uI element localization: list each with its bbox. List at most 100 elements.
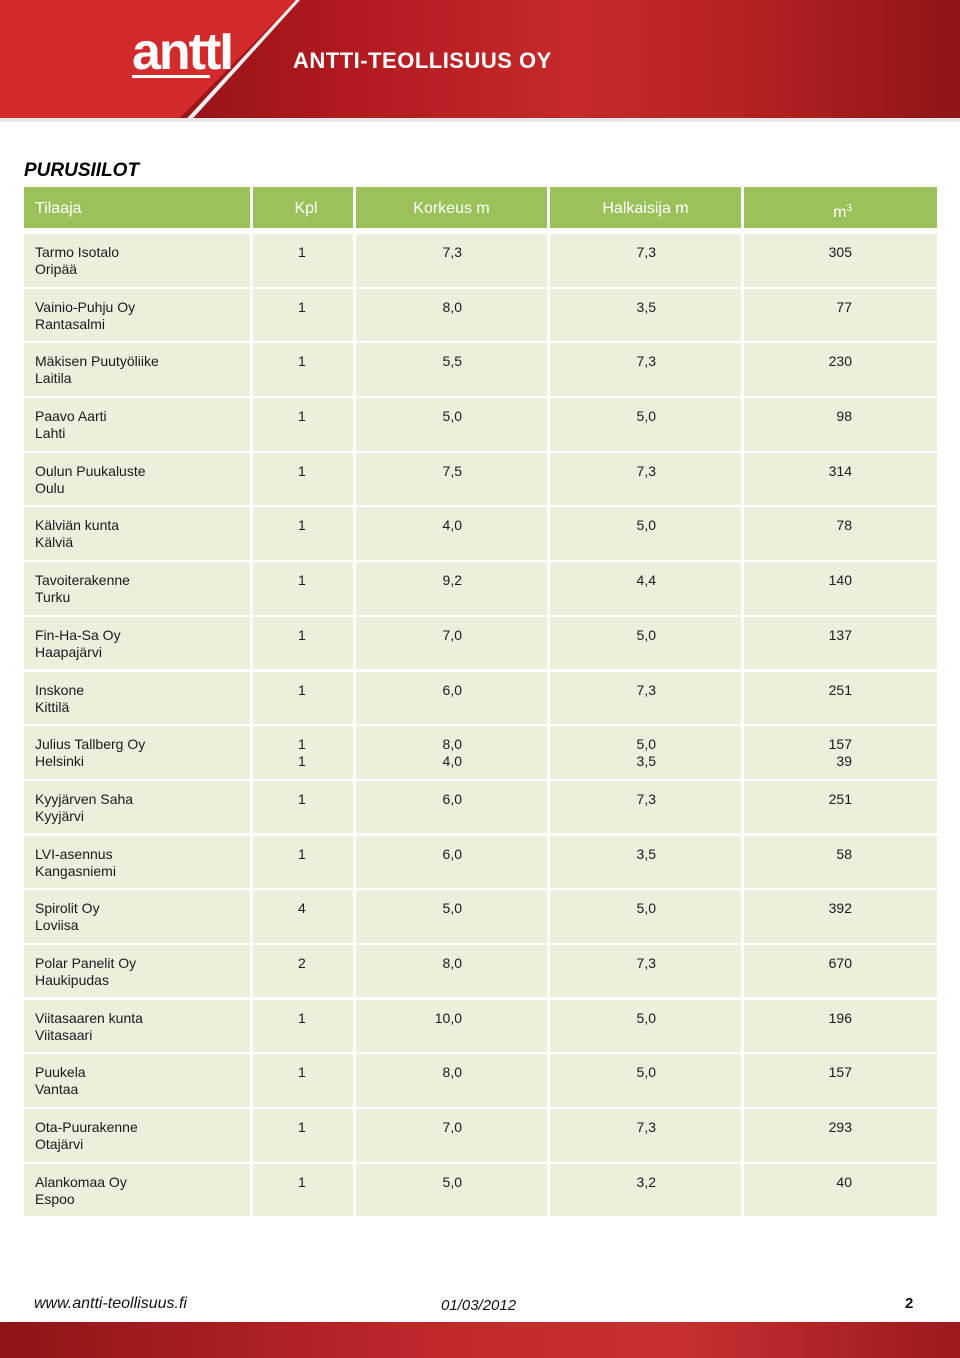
count-value: 1 xyxy=(298,681,306,698)
diameter-cell: 5,0 xyxy=(550,398,741,451)
volume-cell: 78 xyxy=(744,507,937,560)
diameter-value: 7,3 xyxy=(636,244,656,260)
volume-cell: 196 xyxy=(744,999,937,1053)
client-cell: Inskone Kittilä xyxy=(24,671,250,724)
client-cell: Kyyjärven Saha Kyyjärvi xyxy=(24,780,250,834)
client-cell: Alankomaa Oy Espoo xyxy=(24,1163,250,1217)
volume-cell: 251 xyxy=(744,671,937,724)
diameter-value: 5,0 xyxy=(636,517,656,534)
diameter-cell: 7,3 xyxy=(550,452,741,506)
client-name: Ota-Puurakenne xyxy=(35,1119,138,1135)
logo-underline xyxy=(132,75,210,78)
count-value: 1 xyxy=(298,572,306,589)
height-cell: 5,0 xyxy=(356,890,547,943)
height-cell: 5,0 xyxy=(356,1163,547,1217)
volume-cell: 293 xyxy=(744,1109,937,1162)
height-value: 8,0 xyxy=(442,736,462,753)
client-name: Mäkisen Puutyöliike xyxy=(35,353,159,370)
client-location: Viitasaari xyxy=(35,1026,93,1043)
diameter-cell: 7,3 xyxy=(550,944,741,998)
table-row: Paavo Aarti Lahti 1 5,0 5,0 98 xyxy=(24,398,937,453)
footer-bar xyxy=(0,1322,960,1358)
count-cell: 2 xyxy=(253,944,353,998)
count-value: 1 xyxy=(298,1064,306,1081)
client-cell: Kälviän kunta Kälviä xyxy=(24,507,250,560)
height-value: 6,0 xyxy=(442,845,462,862)
volume-cell: 251 xyxy=(744,780,937,834)
volume-cell: 305 xyxy=(744,234,937,287)
header-height: Korkeus m xyxy=(356,187,547,228)
logo-background-shape xyxy=(0,0,300,118)
count-value: 1 xyxy=(298,790,306,807)
height-value: 10,0 xyxy=(434,1009,462,1026)
table-row: Oulun Puukaluste Oulu 1 7,5 7,3 314 xyxy=(24,452,937,508)
height-value: 7,5 xyxy=(442,462,462,479)
client-location: Rantasalmi xyxy=(35,315,106,332)
count-value: 1 xyxy=(298,1173,306,1190)
diameter-value: 7,3 xyxy=(636,790,656,807)
table-row: Ota-Puurakenne Otajärvi 1 7,0 7,3 293 xyxy=(24,1109,937,1164)
diameter-value: 5,0 xyxy=(636,900,656,917)
diameter-cell: 7,3 xyxy=(550,1109,741,1162)
diameter-cell: 5,0 xyxy=(550,999,741,1053)
diameter-value: 3,5 xyxy=(636,845,656,862)
client-location: Lahti xyxy=(35,425,66,442)
count-value: 1 xyxy=(298,298,306,315)
table-row: Alankomaa Oy Espoo 1 5,0 3,2 40 xyxy=(24,1163,937,1219)
diameter-cell: 5,0 xyxy=(550,507,741,560)
table-row: Puukela Vantaa 1 8,0 5,0 157 xyxy=(24,1054,937,1109)
client-cell: Spirolit Oy Loviisa xyxy=(24,890,250,943)
client-location: Haukipudas xyxy=(35,971,109,988)
client-cell: Julius Tallberg Oy Helsinki xyxy=(24,726,250,779)
height-cell: 6,0 xyxy=(356,671,547,724)
volume-cell: 98 xyxy=(744,398,937,451)
height-cell: 8,0 xyxy=(356,1054,547,1107)
height-cell: 7,3 xyxy=(356,234,547,287)
client-location: Kälviä xyxy=(35,534,74,551)
client-cell: Puukela Vantaa xyxy=(24,1054,250,1107)
table-row: LVI-asennus Kangasniemi 1 6,0 3,5 58 xyxy=(24,835,937,891)
diameter-value: 4,4 xyxy=(636,572,656,589)
count-cell: 1 xyxy=(253,452,353,506)
count-value: 1 xyxy=(298,1009,306,1026)
table-row: Tavoiterakenne Turku 1 9,2 4,4 140 xyxy=(24,562,937,617)
client-cell: Polar Panelit Oy Haukipudas xyxy=(24,944,250,998)
diameter-value: 5,0 xyxy=(636,736,656,753)
client-cell: Paavo Aarti Lahti xyxy=(24,398,250,451)
volume-cell: 58 xyxy=(744,835,937,889)
count-cell: 1 xyxy=(253,1109,353,1162)
count-cell: 1 xyxy=(253,562,353,615)
diameter-cell: 5,0 xyxy=(550,1054,741,1107)
volume-cell: 137 xyxy=(744,616,937,670)
count-value: 1 xyxy=(298,845,306,862)
count-cell: 4 xyxy=(253,890,353,943)
volume-value: 77 xyxy=(836,298,852,315)
volume-cell: 157 xyxy=(744,1054,937,1107)
table-row: Inskone Kittilä 1 6,0 7,3 251 xyxy=(24,671,937,727)
diameter-cell: 3,5 xyxy=(550,288,741,342)
table-row: Vainio-Puhju Oy Rantasalmi 1 8,0 3,5 77 xyxy=(24,288,937,344)
company-logo: anttI xyxy=(132,23,234,81)
volume-value: 305 xyxy=(828,244,852,260)
count-cell: 1 xyxy=(253,343,353,396)
count-cell: 1 xyxy=(253,780,353,834)
count-cell: 1 xyxy=(253,999,353,1053)
volume-value: 196 xyxy=(828,1009,852,1026)
client-name: Inskone xyxy=(35,681,85,698)
height-value: 6,0 xyxy=(442,790,462,807)
client-name: Spirolit Oy xyxy=(35,900,100,917)
diameter-cell: 4,4 xyxy=(550,562,741,615)
diameter-cell: 3,5 xyxy=(550,835,741,889)
count-cell: 1 xyxy=(253,835,353,889)
height-value: 7,3 xyxy=(442,244,462,260)
height-cell: 7,0 xyxy=(356,616,547,670)
volume-value: 314 xyxy=(828,462,852,479)
volume-cell: 157 39 xyxy=(744,726,937,779)
diameter-value: 5,0 xyxy=(636,1009,656,1026)
footer-website-url[interactable]: www.antti-teollisuus.fi xyxy=(34,1295,187,1312)
client-cell: Fin-Ha-Sa Oy Haapajärvi xyxy=(24,616,250,670)
diameter-cell: 3,2 xyxy=(550,1163,741,1217)
header-divider xyxy=(0,118,960,122)
diameter-value: 5,0 xyxy=(636,626,656,643)
company-name: ANTTI-TEOLLISUUS OY xyxy=(293,48,552,73)
